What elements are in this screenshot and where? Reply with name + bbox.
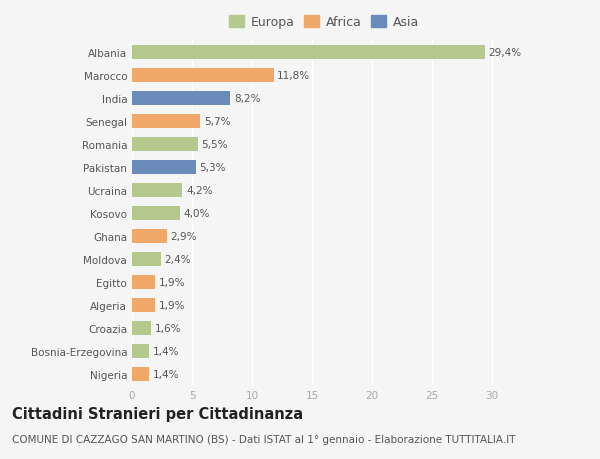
Bar (132, 252, 161, 266)
Text: 1,6%: 1,6% (155, 323, 181, 333)
Text: 5,7%: 5,7% (204, 117, 230, 127)
Bar (132, 138, 198, 151)
Bar (132, 184, 182, 197)
Text: 5,3%: 5,3% (199, 162, 226, 173)
Legend: Europa, Africa, Asia: Europa, Africa, Asia (227, 14, 421, 32)
Text: Cittadini Stranieri per Cittadinanza: Cittadini Stranieri per Cittadinanza (12, 406, 303, 421)
Text: 1,9%: 1,9% (158, 300, 185, 310)
Text: 11,8%: 11,8% (277, 71, 310, 81)
Text: 5,5%: 5,5% (202, 140, 228, 150)
Bar (132, 92, 230, 106)
Text: 4,0%: 4,0% (184, 208, 210, 218)
Text: COMUNE DI CAZZAGO SAN MARTINO (BS) - Dati ISTAT al 1° gennaio - Elaborazione TUT: COMUNE DI CAZZAGO SAN MARTINO (BS) - Dat… (12, 434, 515, 444)
Bar (132, 230, 167, 243)
Text: 1,9%: 1,9% (158, 277, 185, 287)
Bar (132, 298, 155, 312)
Bar (132, 115, 200, 129)
Bar (132, 46, 485, 60)
Bar (132, 367, 149, 381)
Bar (132, 275, 155, 289)
Text: 2,9%: 2,9% (170, 231, 197, 241)
Text: 4,2%: 4,2% (186, 185, 212, 196)
Bar (132, 69, 274, 83)
Text: 2,4%: 2,4% (164, 254, 191, 264)
Bar (132, 321, 151, 335)
Text: 8,2%: 8,2% (234, 94, 260, 104)
Text: 1,4%: 1,4% (152, 369, 179, 379)
Bar (132, 344, 149, 358)
Bar (132, 207, 180, 220)
Text: 29,4%: 29,4% (488, 48, 521, 58)
Bar (132, 161, 196, 174)
Text: 1,4%: 1,4% (152, 346, 179, 356)
